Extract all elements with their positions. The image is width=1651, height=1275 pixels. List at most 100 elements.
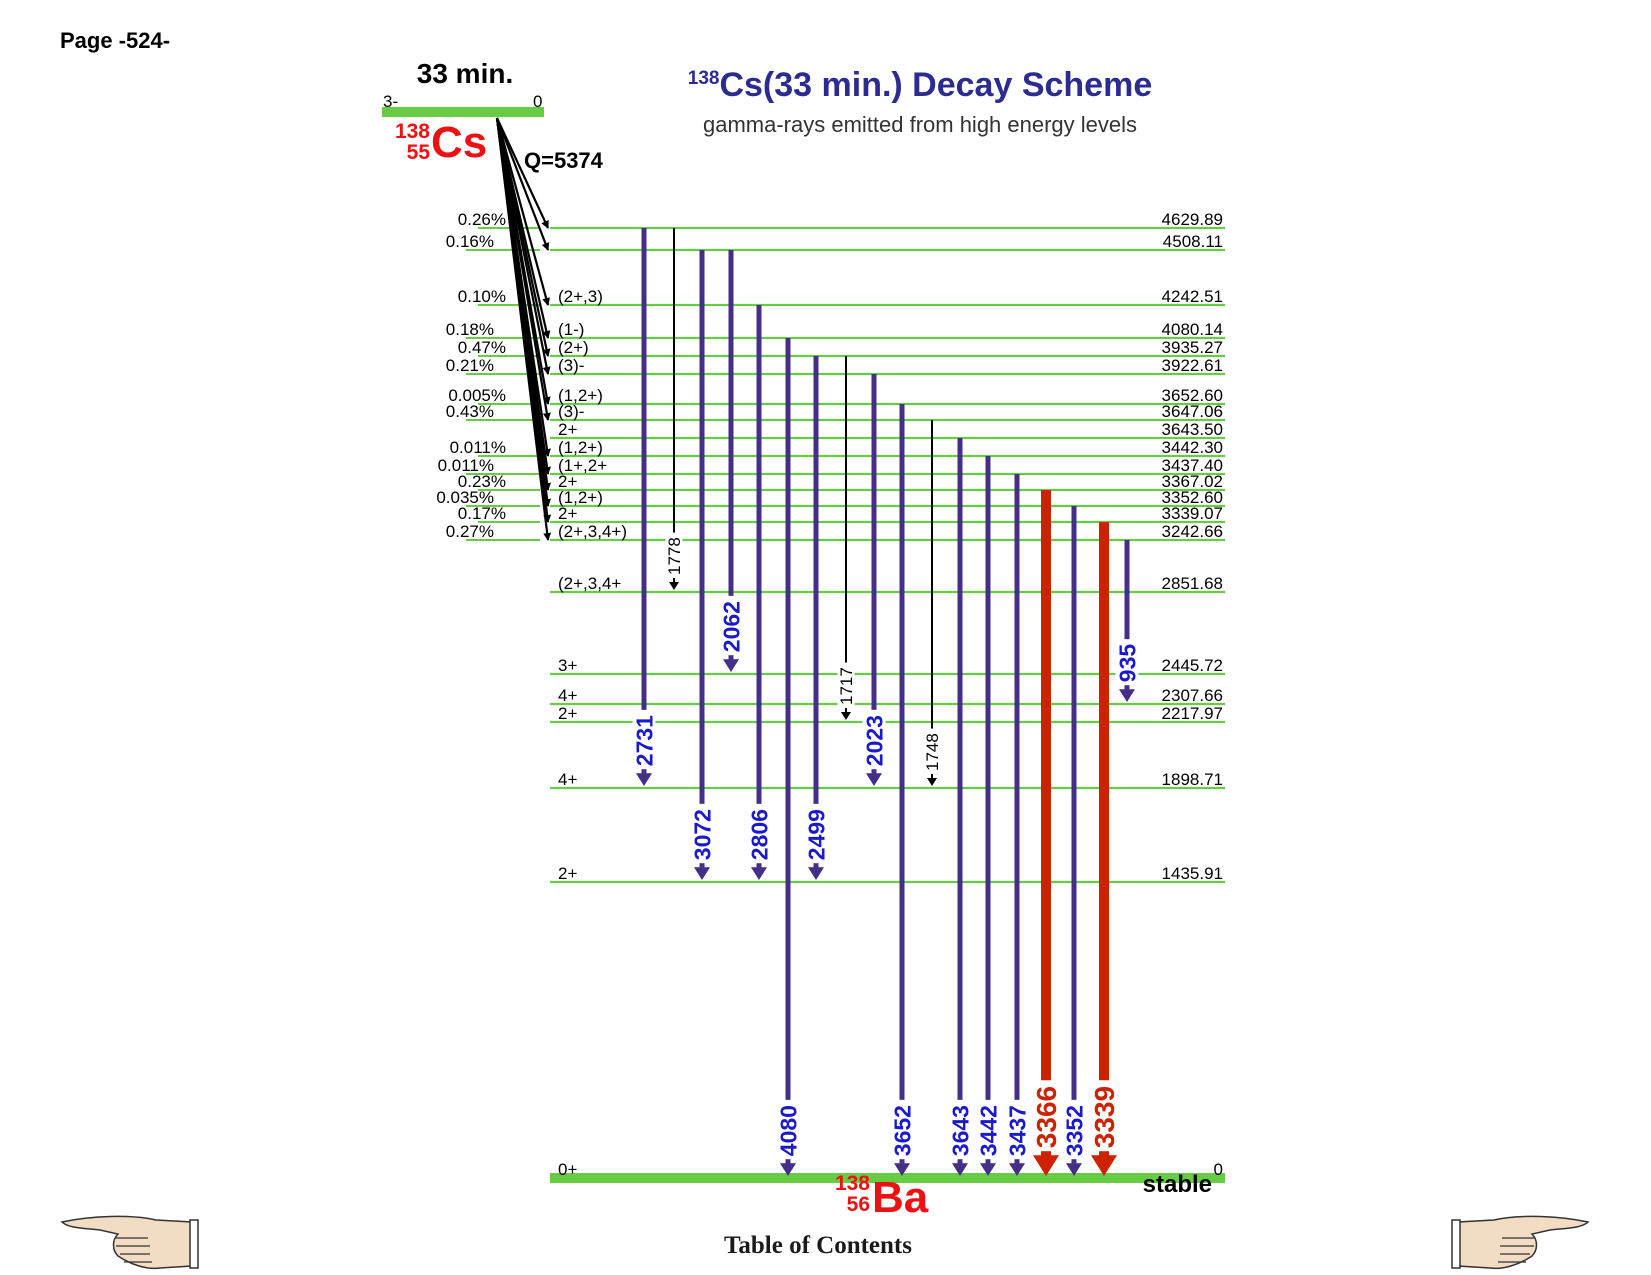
level-spin-parity: (3)- xyxy=(558,402,584,421)
gamma-energy-label: 3442 xyxy=(975,1105,1001,1156)
gamma-energy-label-group: 1748 xyxy=(923,728,942,774)
gamma-arrowhead xyxy=(723,659,739,672)
gamma-arrowhead xyxy=(1009,1163,1025,1176)
level-spin-parity: 0+ xyxy=(558,1160,577,1179)
gamma-energy-label: 2023 xyxy=(861,715,887,766)
gamma-label-background xyxy=(976,1099,1000,1160)
gamma-energy-label-group: 3339 xyxy=(1089,1080,1120,1152)
gamma-energy-label-group: 3072 xyxy=(689,803,715,864)
gamma-label-background xyxy=(747,803,771,864)
gamma-energy-label: 1748 xyxy=(923,733,942,771)
level-energy-label: 3647.06 xyxy=(1162,402,1223,421)
gamma-arrowhead xyxy=(927,778,937,786)
gamma-label-background xyxy=(804,803,828,864)
gamma-label-background xyxy=(862,709,886,770)
level-spin-parity: (3)- xyxy=(558,356,584,375)
title-mass-superscript: 138 xyxy=(688,68,720,89)
gamma-energy-label: 2731 xyxy=(631,715,657,766)
level-spin-parity: (1,2+) xyxy=(558,488,603,507)
gamma-energy-label: 3352 xyxy=(1061,1105,1087,1156)
gamma-arrowhead xyxy=(694,867,710,880)
gamma-energy-label: 3339 xyxy=(1089,1086,1120,1148)
gamma-label-background xyxy=(837,662,855,708)
beta-feeding-line xyxy=(496,117,549,229)
beta-branch-label: 0.005% xyxy=(448,386,506,405)
level-spin-parity: (2+,3) xyxy=(558,287,603,306)
level-energy-label: 3643.50 xyxy=(1162,420,1223,439)
beta-branch-label: 0.16% xyxy=(446,232,494,251)
parent-spin: 3- xyxy=(383,92,398,111)
level-energy-label: 4508.11 xyxy=(1163,232,1223,251)
beta-branch-label: 0.10% xyxy=(458,287,506,306)
gamma-label-background xyxy=(632,709,656,770)
gamma-arrowhead xyxy=(808,867,824,880)
beta-branch-label: 0.43% xyxy=(446,402,494,421)
beta-branch-label: 0.47% xyxy=(458,338,506,357)
parent-level-energy: 0 xyxy=(533,92,542,111)
level-spin-parity: 3+ xyxy=(558,656,577,675)
level-energy-label: 2217.97 xyxy=(1162,704,1223,723)
level-energy-label: 3352.60 xyxy=(1162,488,1223,507)
level-energy-label: 2445.72 xyxy=(1162,656,1223,675)
level-spin-parity: (1,2+) xyxy=(558,386,603,405)
gamma-energy-label-group: 1717 xyxy=(837,662,856,708)
gamma-arrowhead xyxy=(952,1163,968,1176)
beta-branch-label: 0.26% xyxy=(458,210,506,229)
gamma-energy-label: 3652 xyxy=(889,1105,915,1156)
pointing-hand-right-icon[interactable] xyxy=(1450,1210,1590,1272)
gamma-energy-label-group: 3366 xyxy=(1031,1080,1062,1152)
beta-branch-label: 0.035% xyxy=(436,488,494,507)
gamma-arrowhead xyxy=(780,1163,796,1176)
gamma-energy-label: 3072 xyxy=(689,809,715,860)
level-energy-label: 0 xyxy=(1214,1160,1223,1179)
level-spin-parity: (1-) xyxy=(558,320,584,339)
beta-branch-label: 0.21% xyxy=(446,356,494,375)
parent-mass-number: 138 xyxy=(395,120,430,143)
level-spin-parity: 2+ xyxy=(558,420,577,439)
level-spin-parity: 2+ xyxy=(558,504,577,523)
level-energy-label: 4080.14 xyxy=(1162,320,1223,339)
gamma-energy-label: 3437 xyxy=(1004,1105,1030,1156)
parent-halflife: 33 min. xyxy=(417,58,513,89)
gamma-energy-label-group: 3652 xyxy=(889,1099,915,1160)
gamma-energy-label-group: 2731 xyxy=(631,709,657,770)
beta-branch-label: 0.23% xyxy=(458,472,506,491)
gamma-label-background xyxy=(923,728,941,774)
daughter-atomic-number: 56 xyxy=(847,1193,870,1216)
level-energy-label: 3437.40 xyxy=(1162,456,1223,475)
beta-branch-label: 0.011% xyxy=(450,438,506,457)
gamma-arrowhead xyxy=(669,582,679,590)
gamma-label-background xyxy=(1032,1080,1060,1152)
parent-level-bar xyxy=(382,107,544,117)
gamma-label-background xyxy=(719,595,743,656)
level-energy-label: 3339.07 xyxy=(1162,504,1223,523)
gamma-energy-label: 935 xyxy=(1114,644,1140,683)
gamma-energy-label-group: 3437 xyxy=(1004,1099,1030,1160)
gamma-energy-label-group: 3442 xyxy=(975,1099,1001,1160)
gamma-arrowhead xyxy=(980,1163,996,1176)
gamma-arrowhead xyxy=(866,773,882,786)
gamma-label-background xyxy=(690,803,714,864)
level-energy-label: 3922.61 xyxy=(1162,356,1223,375)
pointing-hand-left-icon[interactable] xyxy=(60,1210,200,1272)
gamma-energy-label-group: 4080 xyxy=(775,1099,801,1160)
table-of-contents-link[interactable]: Table of Contents xyxy=(724,1232,912,1259)
gamma-arrowhead xyxy=(636,773,652,786)
gamma-energy-label-group: 1778 xyxy=(665,532,684,578)
level-spin-parity: 2+ xyxy=(558,472,577,491)
gamma-energy-label: 2499 xyxy=(803,809,829,860)
diagram-title: 138Cs(33 min.) Decay Scheme xyxy=(688,66,1152,104)
beta-branch-label: 0.27% xyxy=(446,522,494,541)
gamma-label-background xyxy=(948,1099,972,1160)
gamma-energy-label-group: 935 xyxy=(1114,639,1140,686)
diagram-subtitle: gamma-rays emitted from high energy leve… xyxy=(703,112,1137,137)
gamma-energy-label: 2062 xyxy=(718,601,744,652)
level-energy-label: 4629.89 xyxy=(1162,210,1223,229)
level-spin-parity: (2+,3,4+) xyxy=(558,522,627,541)
gamma-label-background xyxy=(1005,1099,1029,1160)
gamma-arrowhead xyxy=(1033,1155,1059,1176)
gamma-energy-label-group: 3352 xyxy=(1061,1099,1087,1160)
level-energy-label: 1898.71 xyxy=(1162,770,1223,789)
gamma-arrowhead xyxy=(894,1163,910,1176)
